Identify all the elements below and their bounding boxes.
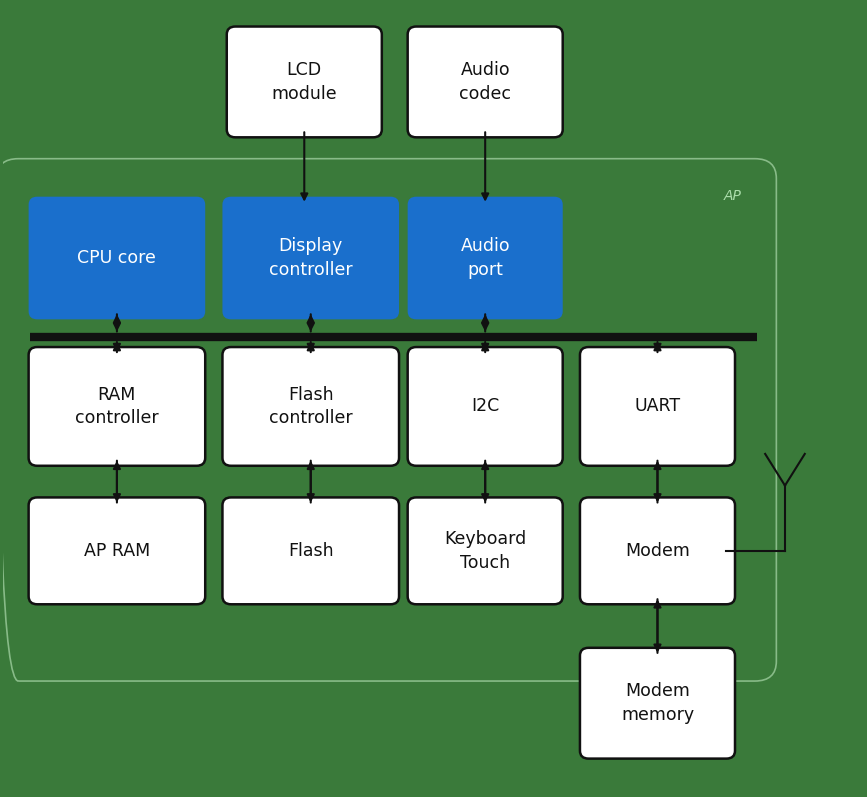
Text: I2C: I2C xyxy=(471,398,499,415)
Text: Modem
memory: Modem memory xyxy=(621,682,694,724)
FancyBboxPatch shape xyxy=(580,497,735,604)
FancyBboxPatch shape xyxy=(407,197,563,320)
FancyBboxPatch shape xyxy=(407,347,563,465)
FancyBboxPatch shape xyxy=(227,26,381,137)
FancyBboxPatch shape xyxy=(580,347,735,465)
Text: Flash
controller: Flash controller xyxy=(269,386,353,427)
Text: Modem: Modem xyxy=(625,542,690,559)
Text: CPU core: CPU core xyxy=(77,249,156,267)
Text: Keyboard
Touch: Keyboard Touch xyxy=(444,530,526,571)
Text: UART: UART xyxy=(635,398,681,415)
FancyBboxPatch shape xyxy=(223,197,399,320)
Text: AP: AP xyxy=(724,189,742,202)
FancyBboxPatch shape xyxy=(29,197,205,320)
FancyBboxPatch shape xyxy=(223,497,399,604)
FancyBboxPatch shape xyxy=(580,648,735,759)
FancyBboxPatch shape xyxy=(223,347,399,465)
FancyBboxPatch shape xyxy=(29,347,205,465)
FancyBboxPatch shape xyxy=(407,26,563,137)
Text: Audio
port: Audio port xyxy=(460,238,510,279)
Text: Audio
codec: Audio codec xyxy=(460,61,512,103)
Text: Display
controller: Display controller xyxy=(269,238,353,279)
Text: Flash: Flash xyxy=(288,542,334,559)
FancyBboxPatch shape xyxy=(29,497,205,604)
Text: AP RAM: AP RAM xyxy=(84,542,150,559)
Text: LCD
module: LCD module xyxy=(271,61,337,103)
Text: RAM
controller: RAM controller xyxy=(75,386,159,427)
FancyBboxPatch shape xyxy=(407,497,563,604)
